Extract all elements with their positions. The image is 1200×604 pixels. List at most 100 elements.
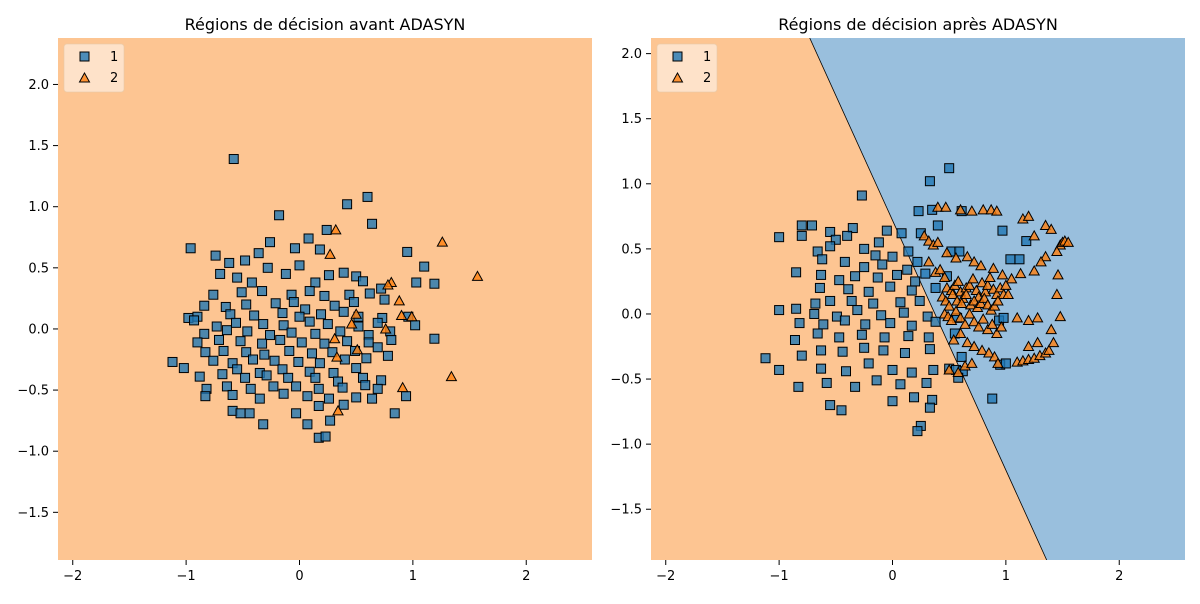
data-point-class-1 (213, 334, 224, 345)
data-point-class-2 (963, 279, 976, 290)
data-point-class-1 (817, 254, 828, 265)
data-point-class-1 (1000, 358, 1011, 369)
data-point-class-1 (910, 276, 921, 287)
data-point-class-1 (429, 278, 440, 289)
data-point-class-1 (850, 271, 861, 282)
data-point-class-2 (950, 251, 962, 263)
y-tick-label: 0.5 (621, 242, 642, 257)
legend-label-class-2: 2 (110, 71, 118, 86)
data-point-class-1 (1014, 254, 1025, 265)
data-point-class-1 (245, 383, 256, 394)
data-point-class-1 (876, 310, 887, 321)
data-point-class-1 (930, 282, 941, 293)
data-point-class-1 (821, 377, 832, 388)
data-point-class-1 (877, 259, 888, 270)
data-point-class-2 (1002, 288, 1014, 299)
data-point-class-1 (211, 321, 222, 332)
data-point-class-1 (304, 366, 315, 377)
data-point-class-1 (210, 250, 221, 261)
x-tick-label: −2 (656, 569, 675, 584)
data-point-class-1 (284, 345, 295, 356)
data-point-class-2 (1051, 288, 1063, 299)
data-point-class-1 (257, 338, 268, 349)
x-tick-label: 0 (295, 569, 303, 584)
legend-triangle-marker (671, 71, 684, 83)
data-point-class-2 (445, 370, 458, 382)
data-point-class-1 (774, 364, 785, 375)
data-point-class-1 (246, 277, 257, 288)
data-point-class-1 (200, 347, 211, 358)
data-point-class-1 (922, 311, 933, 322)
data-point-class-1 (887, 364, 898, 375)
data-point-class-2 (981, 323, 994, 335)
data-point-class-1 (199, 300, 210, 311)
data-point-class-1 (944, 163, 955, 174)
data-point-class-2 (1043, 344, 1055, 355)
data-point-class-2 (332, 404, 344, 416)
y-tick-label: 2.0 (621, 47, 642, 62)
y-tick-label: 1.5 (621, 112, 642, 127)
data-point-class-2 (960, 288, 973, 299)
data-point-class-1 (372, 317, 383, 328)
data-point-class-1 (774, 232, 785, 243)
data-point-class-1 (338, 399, 349, 410)
data-point-class-1 (289, 243, 300, 254)
data-point-class-2 (967, 272, 979, 284)
data-point-class-1 (235, 336, 246, 347)
chart-panel-after-adasyn: Régions de décision après ADASYN −2 −1 0 1 2… (610, 15, 1185, 584)
data-point-class-1 (794, 318, 805, 329)
x-tick-label: −1 (770, 569, 789, 584)
data-point-class-1 (319, 338, 330, 349)
data-point-class-1 (291, 381, 302, 392)
data-point-class-1 (859, 342, 870, 353)
data-point-class-1 (774, 305, 785, 316)
data-point-class-1 (878, 345, 889, 356)
data-point-class-1 (325, 415, 336, 426)
data-point-class-2 (941, 246, 953, 258)
legend-square-marker (79, 51, 90, 62)
data-point-class-2 (952, 366, 965, 378)
data-point-class-1 (323, 393, 334, 404)
y-axis: −1.5 −1.0 −0.5 0.0 0.5 1.0 1.5 2.0 (610, 47, 651, 518)
data-point-class-1 (818, 319, 829, 330)
data-point-class-1 (278, 320, 289, 331)
data-point-class-1 (402, 246, 413, 257)
y-tick-label: 1.5 (28, 139, 49, 154)
data-point-class-2 (972, 320, 985, 332)
data-point-class-1 (351, 363, 362, 374)
data-point-class-1 (872, 272, 883, 283)
data-point-class-1 (270, 298, 281, 309)
data-point-class-1 (863, 358, 874, 369)
data-point-class-1 (231, 317, 241, 328)
data-point-class-1 (930, 316, 941, 327)
data-point-class-2 (1047, 336, 1060, 348)
data-point-class-2 (977, 203, 990, 215)
x-tick-label: −1 (177, 569, 196, 584)
data-point-class-1 (242, 326, 253, 337)
data-point-class-2 (1011, 311, 1024, 323)
data-point-class-1 (241, 347, 252, 358)
data-point-class-2 (918, 229, 931, 241)
data-point-class-2 (331, 351, 343, 362)
data-point-class-1 (303, 233, 314, 244)
data-point-class-2 (1031, 311, 1044, 323)
data-point-class-1 (791, 267, 802, 278)
data-point-class-1 (924, 176, 935, 187)
data-point-class-1 (225, 309, 236, 320)
legend: 1 2 (63, 43, 125, 93)
data-point-class-1 (906, 320, 917, 331)
data-point-class-1 (280, 268, 291, 279)
data-point-class-1 (208, 289, 219, 300)
data-point-class-1 (269, 355, 280, 366)
data-point-class-1 (241, 299, 252, 310)
data-point-class-1 (863, 286, 874, 297)
data-point-class-1 (895, 297, 906, 308)
chart-panel-before-adasyn: Régions de décision avant ADASYN −2 −1 0 1 2… (17, 15, 592, 584)
data-point-class-2 (976, 344, 988, 355)
y-tick-label: 1.0 (28, 200, 49, 215)
data-point-class-1 (208, 355, 219, 366)
data-point-class-1 (987, 393, 998, 404)
data-point-class-1 (816, 269, 827, 280)
y-tick-label: 1.0 (621, 177, 642, 192)
data-point-class-2 (968, 340, 980, 352)
